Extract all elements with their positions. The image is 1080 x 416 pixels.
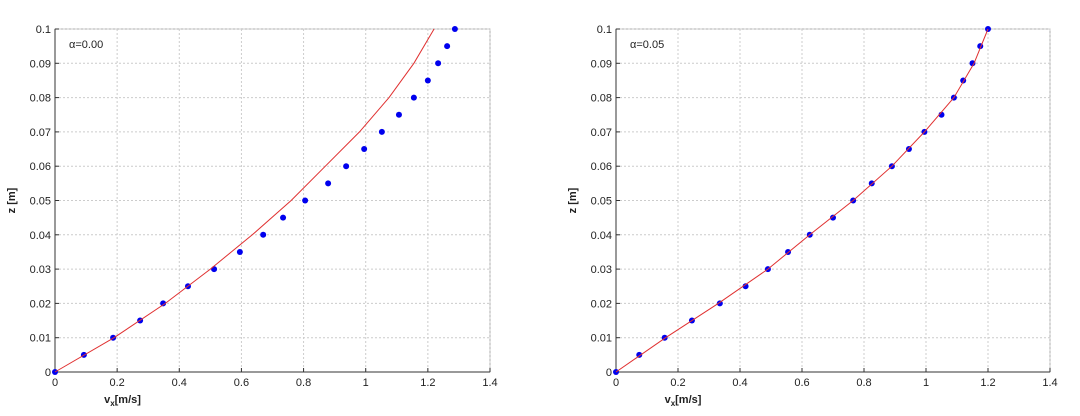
x-axis-label: vx[m/s] [665, 394, 702, 408]
x-tick-label: 0.8 [296, 377, 311, 389]
x-label-part: v [665, 394, 672, 406]
x-tick-label: 1.2 [980, 377, 995, 389]
data-point [444, 43, 451, 50]
x-tick-label: 0 [613, 377, 619, 389]
plot: 0 0.2 0.4 0.6 0.8 1 1.2 1.4 0 0.01 0.02 0.03 0.04 0.0… [6, 24, 498, 408]
x-axis-label: vx[m/s] [104, 394, 141, 408]
y-tick-label: 0.05 [591, 196, 612, 208]
x-tick-label: 0.4 [732, 377, 747, 389]
y-tick-label: 0.01 [30, 333, 51, 345]
y-tick-label: 0.06 [591, 161, 612, 173]
annotation: α=0.00 [69, 39, 103, 51]
fit-line [615, 28, 989, 373]
data-point [325, 180, 332, 187]
y-tick-label: 0.02 [30, 298, 51, 310]
y-tick-label: 0.06 [30, 161, 51, 173]
x-tick-label: 1.2 [420, 377, 435, 389]
data-point [742, 283, 749, 290]
fit-line [54, 28, 435, 373]
data-point [716, 300, 723, 307]
data-point [424, 77, 431, 84]
y-tick-label: 0.01 [591, 333, 612, 345]
x-tick-label: 1.4 [1042, 377, 1057, 389]
x-label-part: v [104, 394, 111, 406]
data-point [830, 214, 836, 221]
y-axis-label: z [m] [6, 187, 18, 213]
x-tick-label: 0.2 [109, 377, 124, 389]
data-point [260, 231, 267, 238]
x-tick-label: 0 [52, 377, 58, 389]
data-point [302, 197, 309, 204]
y-tick-label: 0.02 [591, 298, 612, 310]
x-tick-label: 0.6 [794, 377, 809, 389]
x-label-part: [m/s] [115, 394, 142, 406]
y-tick-label: 0.09 [30, 58, 51, 70]
x-label-part: [m/s] [675, 394, 702, 406]
annotation: α=0.05 [630, 39, 664, 51]
data-point [361, 146, 368, 153]
y-tick-label: 0.08 [30, 93, 51, 105]
data-point [969, 60, 976, 67]
data-point [435, 60, 442, 67]
data-point [410, 94, 417, 101]
y-tick-label: 0.09 [591, 58, 612, 70]
y-tick-label: 0.05 [30, 196, 51, 208]
x-tick-label: 1.4 [482, 377, 497, 389]
y-tick-label: 0.1 [36, 24, 51, 36]
x-label-part: x [110, 399, 115, 408]
x-tick-label: 1 [363, 377, 369, 389]
data-point [280, 214, 287, 221]
data-point [160, 300, 167, 307]
y-tick-label: 0.1 [597, 24, 612, 36]
y-tick-label: 0 [606, 367, 612, 379]
data-point [395, 111, 402, 118]
plot: 0 0.2 0.4 0.6 0.8 1 1.2 1.4 0 0.01 0.02 0.03 0.04 0.0… [567, 24, 1058, 408]
data-point [378, 128, 385, 135]
y-tick-label: 0 [45, 367, 51, 379]
x-tick-label: 0.8 [856, 377, 871, 389]
data-point [905, 146, 912, 153]
y-tick-label: 0.08 [591, 93, 612, 105]
x-tick-label: 0.4 [172, 377, 187, 389]
data-point [343, 163, 350, 170]
y-tick-label: 0.03 [30, 264, 51, 276]
x-tick-label: 0.6 [234, 377, 249, 389]
y-axis-label: z [m] [567, 187, 579, 213]
y-tick-label: 0.04 [591, 230, 612, 242]
x-tick-label: 1 [923, 377, 929, 389]
y-tick-label: 0.04 [30, 230, 51, 242]
y-tick-label: 0.07 [591, 127, 612, 139]
data-point [451, 26, 458, 32]
x-label-part: x [671, 399, 676, 408]
y-tick-label: 0.03 [591, 264, 612, 276]
data-point [236, 248, 243, 255]
x-tick-label: 0.2 [670, 377, 685, 389]
y-tick-label: 0.07 [30, 127, 51, 139]
data-point [211, 266, 218, 273]
data-point [636, 351, 643, 358]
